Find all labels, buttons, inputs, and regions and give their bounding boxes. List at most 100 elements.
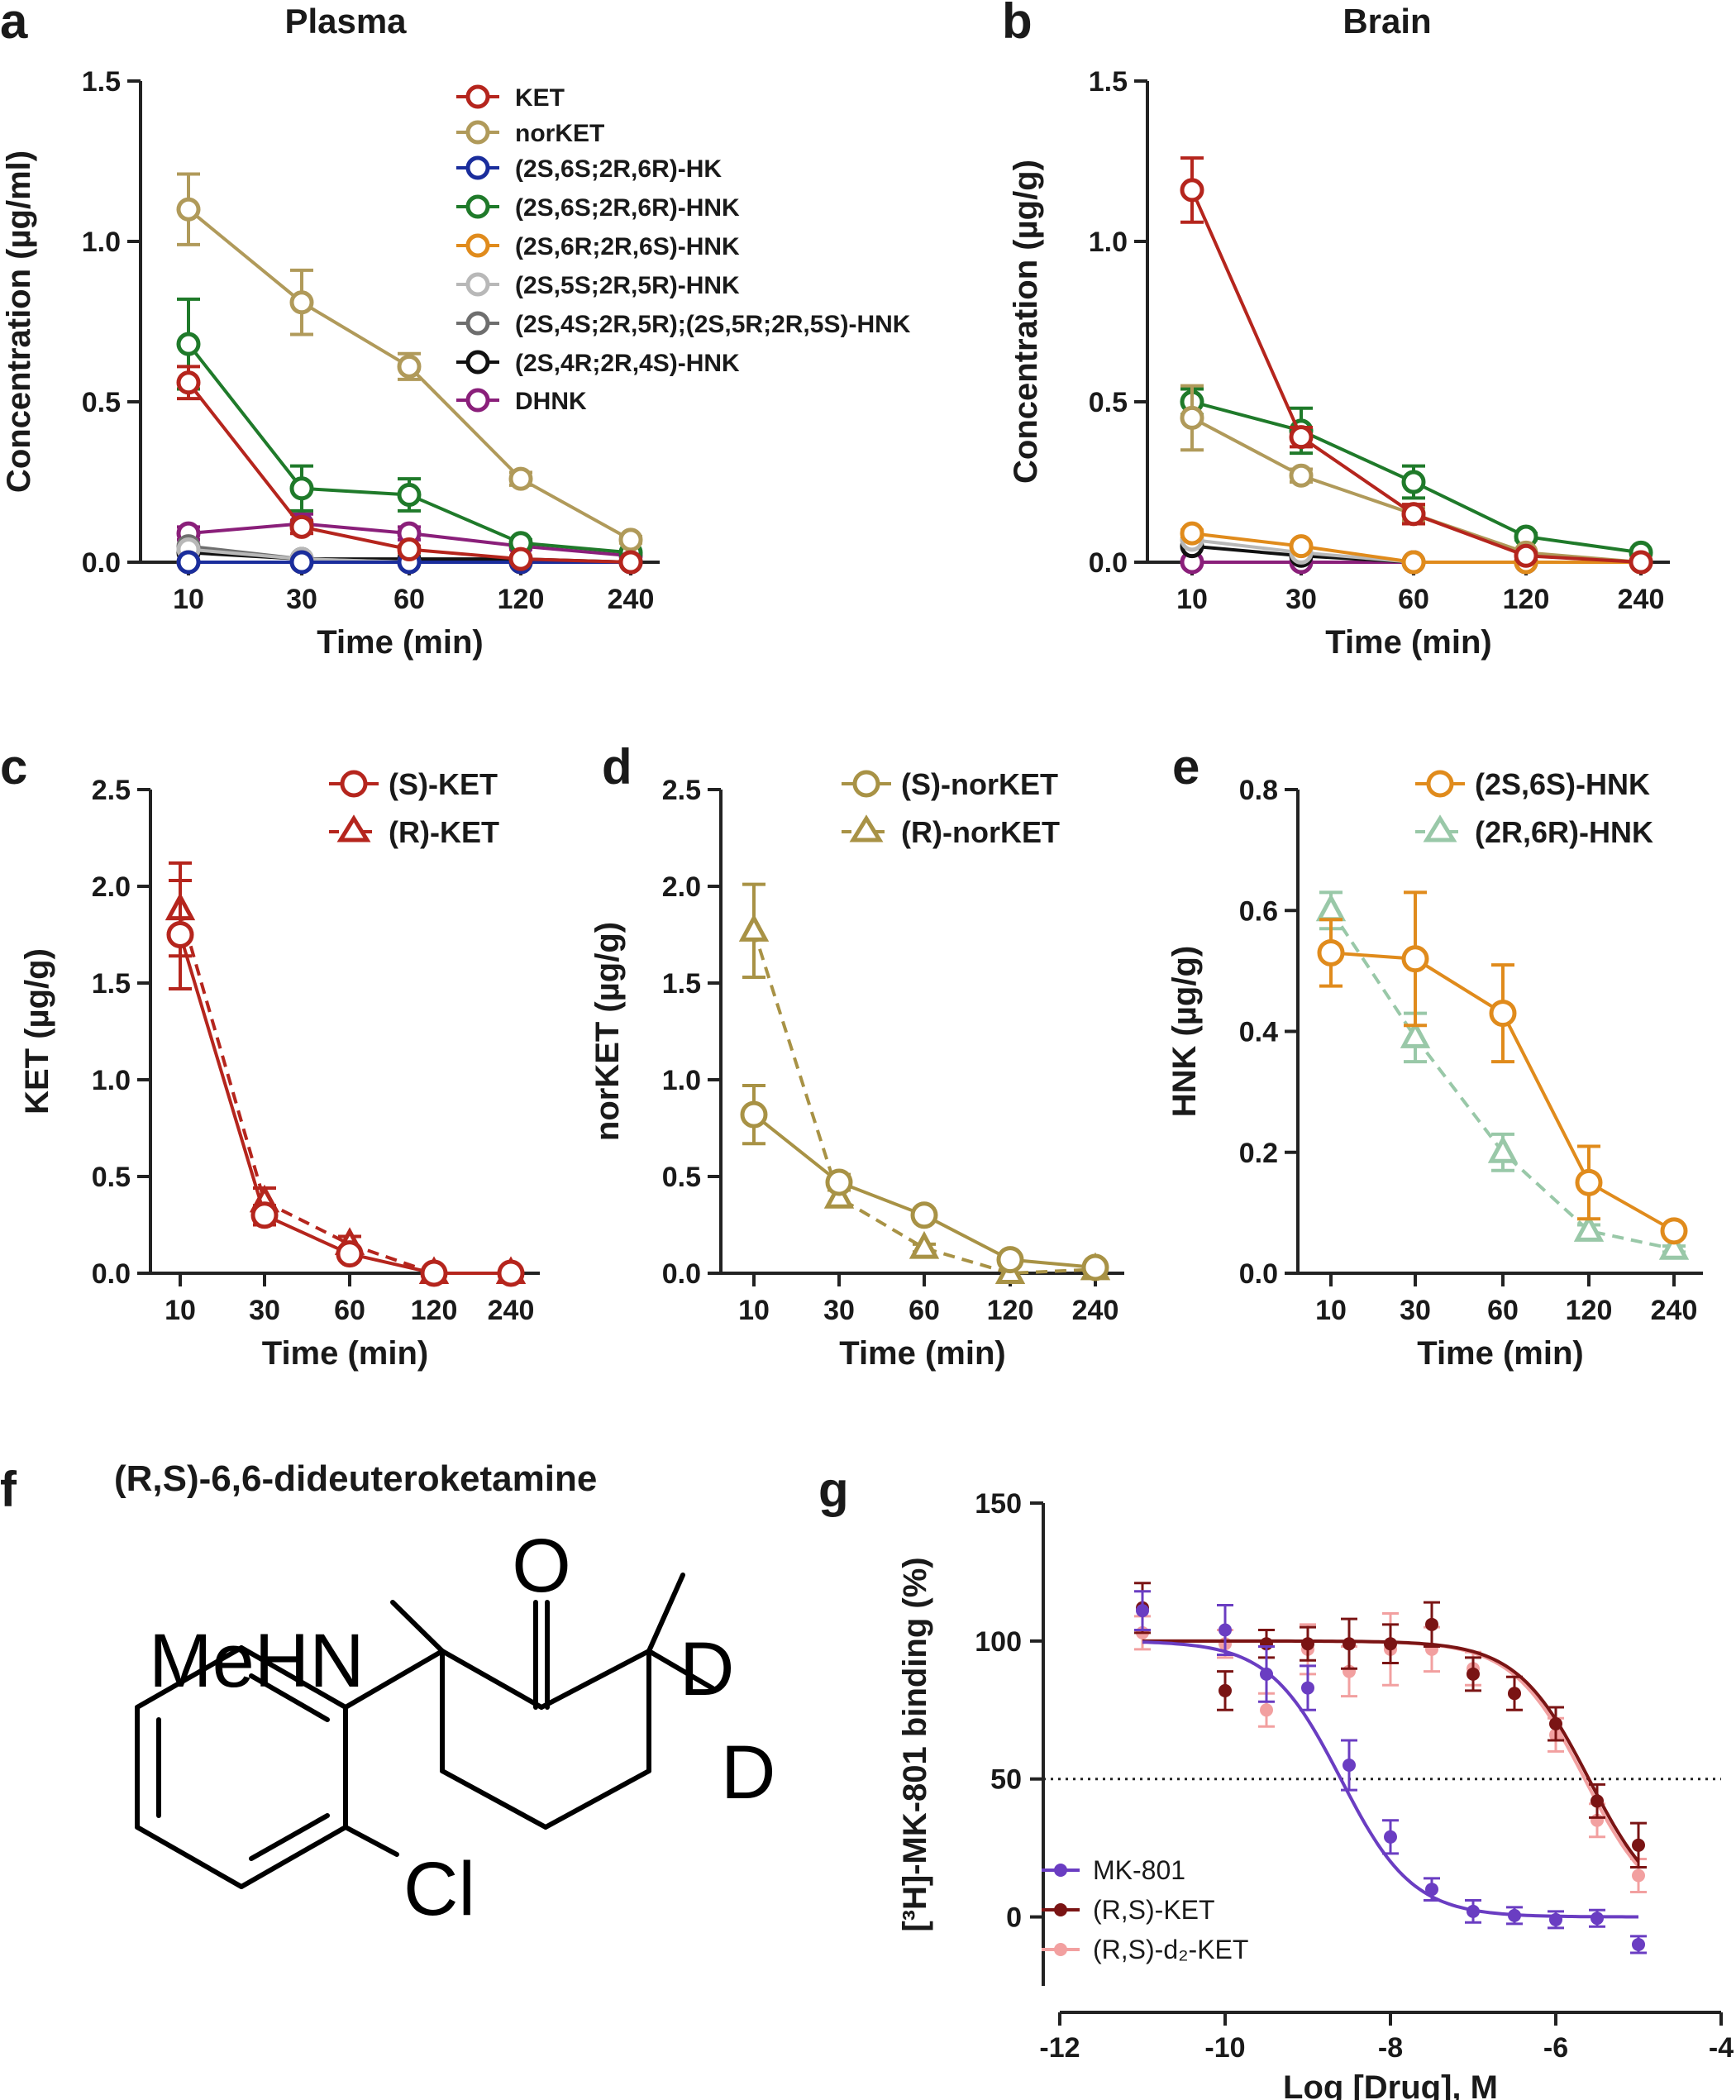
data-point [825, 1168, 853, 1196]
data-point [1219, 1623, 1232, 1637]
series-2s-6s-2r-6r-hnk [1180, 387, 1653, 565]
data-point [1549, 1912, 1562, 1926]
x-axis-label: Time (min) [1325, 624, 1492, 661]
data-point [1401, 945, 1429, 973]
series-ket [1180, 156, 1653, 575]
y-tick-label: 1.0 [82, 227, 121, 258]
data-point [1384, 1830, 1397, 1844]
y-tick-label: 1.5 [1089, 66, 1128, 98]
svg-text:(2S,4S;2R,5R);(2S,5R;2R,5S)-HN: (2S,4S;2R,5R);(2S,5R;2R,5S)-HNK [515, 311, 911, 338]
bond-c2-c3 [539, 1649, 651, 1710]
y-tick-label: 1.0 [1089, 227, 1128, 258]
atom-chlorine: Cl [403, 1847, 475, 1931]
legend-item-s-norket: (S)-norKET [842, 767, 1058, 801]
data-point [497, 1259, 525, 1287]
data-point [1425, 1617, 1438, 1631]
series-line [179, 909, 511, 1275]
x-tick-label: 10 [738, 1295, 770, 1326]
y-tick-label: 1.5 [82, 66, 121, 98]
bond-chlorine [343, 1825, 399, 1857]
y-axis-label: HNK (µg/g) [1166, 946, 1203, 1117]
legend-item-hnk-2s6s: (2S,6S;2R,6R)-HNK [456, 194, 740, 222]
data-point [397, 354, 422, 379]
series-2s-6s-hnk [1317, 890, 1688, 1245]
plasma-title: Plasma [284, 2, 407, 41]
x-tick-label: 60 [334, 1295, 365, 1326]
y-tick-label: 0.4 [1239, 1017, 1278, 1048]
legend-binding: MK-801 (R,S)-KET (R,S)-d₂-KET [1042, 1855, 1248, 1964]
data-point [1260, 1703, 1273, 1717]
ketamine-structure: (R,S)-6,6-dideuteroketamine O [114, 1458, 775, 1931]
series-2r-6r-hnk [1315, 890, 1690, 1260]
data-point [996, 1246, 1024, 1274]
svg-text:(R)-KET: (R)-KET [389, 815, 499, 849]
structure-title: (R,S)-6,6-dideuteroketamine [114, 1458, 597, 1499]
x-tick-label: 120 [1503, 584, 1550, 615]
svg-text:(2S,6S)-HNK: (2S,6S)-HNK [1475, 767, 1650, 801]
chart-brain: 0.0 0.5 1.0 1.5 10 30 60 120 240 Time (min) Concen… [1008, 66, 1670, 661]
y-tick-label: 0.2 [1239, 1138, 1278, 1169]
y-tick-label: 50 [990, 1764, 1022, 1796]
data-point [1289, 463, 1314, 488]
bond-ar-inner-1 [249, 1673, 330, 1722]
legend-item-mk801: MK-801 [1042, 1855, 1185, 1885]
data-point [1632, 1869, 1645, 1883]
y-tick-label: 1.5 [662, 968, 701, 1000]
data-point [1467, 1667, 1480, 1681]
x-tick-label: 10 [173, 584, 204, 615]
y-tick-label: 0 [1006, 1902, 1022, 1934]
svg-text:(R)-norKET: (R)-norKET [901, 815, 1060, 849]
data-point [1508, 1687, 1521, 1701]
legend-item-hnk-2s5s: (2S,5S;2R,5R)-HNK [456, 272, 740, 299]
chart-plasma: 0.0 0.5 1.0 1.5 10 30 60 120 240 Time (min) Concen… [1, 66, 660, 661]
bond-ar-inner-2 [249, 1813, 330, 1861]
x-tick-label: -6 [1543, 2032, 1568, 2064]
y-tick-label: 2.0 [662, 871, 701, 903]
svg-text:(R,S)-KET: (R,S)-KET [1093, 1895, 1215, 1925]
series-line [752, 930, 1096, 1276]
x-tick-label: -12 [1039, 2032, 1080, 2064]
x-tick-label: 240 [608, 584, 655, 615]
y-tick-label: 150 [975, 1488, 1022, 1520]
x-tick-label: 60 [909, 1295, 940, 1326]
chart-norket-enantiomers: 0.0 0.5 1.0 1.5 2.0 2.5 10 30 60 120 240 Time (min)… [589, 775, 1124, 1372]
x-tick-label: 240 [1072, 1295, 1119, 1326]
svg-text:DHNK: DHNK [515, 388, 587, 415]
y-tick-label: 0.5 [82, 387, 121, 418]
y-tick-label: 0.0 [662, 1258, 701, 1290]
data-point [1081, 1253, 1109, 1281]
data-point [1573, 1214, 1605, 1242]
data-point [336, 1240, 364, 1268]
legend-item-2s6s-hnk: (2S,6S)-HNK [1415, 767, 1650, 801]
data-point [1343, 1759, 1356, 1773]
series-s-norket [740, 1084, 1109, 1281]
x-tick-label: -4 [1709, 2032, 1734, 2064]
data-point [508, 546, 533, 571]
data-point [1575, 1168, 1603, 1196]
brain-title: Brain [1343, 2, 1431, 41]
legend-item-hnk-2s4s: (2S,4S;2R,5R);(2S,5R;2R,5S)-HNK [456, 311, 911, 338]
data-point [1136, 1604, 1149, 1618]
x-axis-label: Log [Drug], M [1283, 2069, 1498, 2100]
data-point [1301, 1637, 1314, 1651]
chart-hnk-enantiomers: 0.0 0.2 0.4 0.6 0.8 10 30 60 120 240 Time (min) HNK… [1166, 775, 1703, 1372]
y-tick-label: 100 [975, 1626, 1022, 1658]
data-point [1632, 1937, 1645, 1951]
series-mk-801 [1134, 1590, 1647, 1954]
legend-item-hk: (2S,6S;2R,6R)-HK [456, 155, 722, 183]
y-tick-label: 1.0 [92, 1065, 131, 1096]
svg-text:(2S,5S;2R,5R)-HNK: (2S,5S;2R,5R)-HNK [515, 272, 740, 299]
bond-ar-5 [135, 1645, 244, 1710]
y-tick-label: 0.5 [1089, 387, 1128, 418]
data-point [1301, 1681, 1314, 1695]
y-tick-label: 0.5 [662, 1162, 701, 1193]
x-tick-label: 240 [1651, 1295, 1698, 1326]
y-tick-label: 1.0 [662, 1065, 701, 1096]
data-point [1514, 543, 1538, 568]
x-tick-label: 10 [1315, 1295, 1347, 1326]
bond-c5-c6 [440, 1768, 548, 1830]
data-point [1180, 405, 1204, 430]
data-point [909, 1230, 940, 1259]
y-tick-label: 2.5 [662, 775, 701, 806]
